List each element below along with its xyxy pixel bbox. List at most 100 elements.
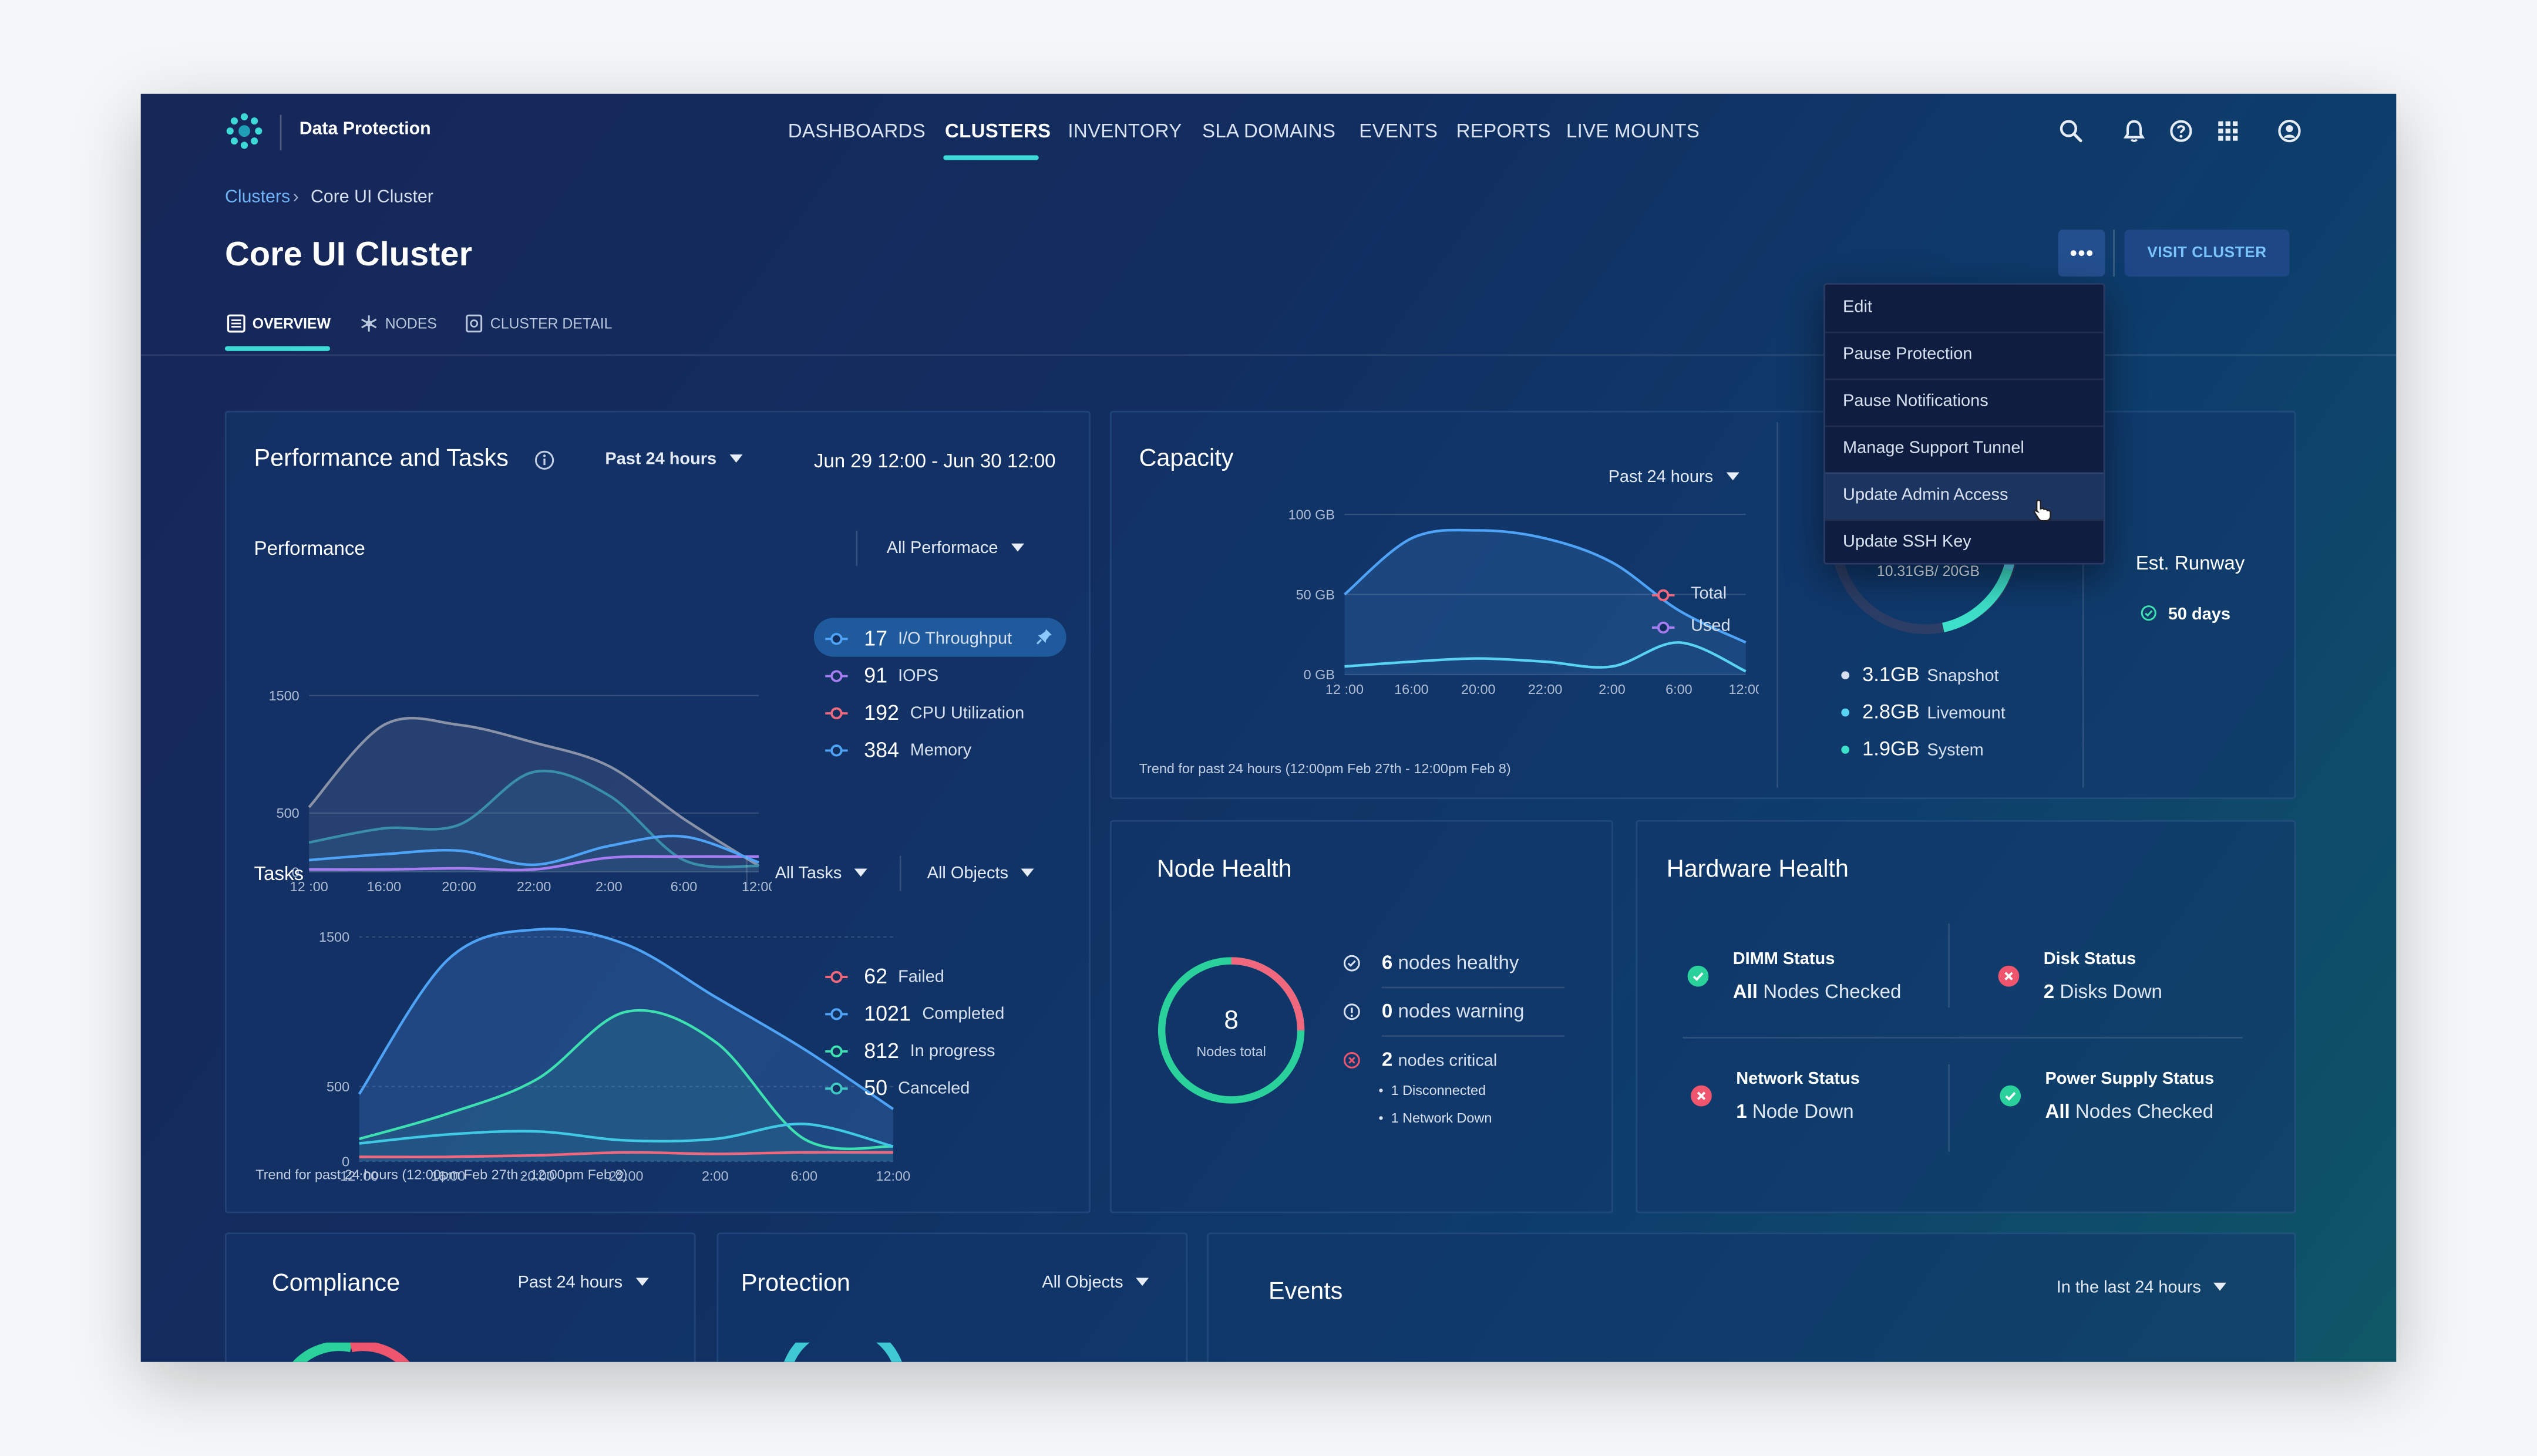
caret-down-icon <box>1021 868 1035 877</box>
legend-marker-icon <box>825 707 848 720</box>
x-tick-label: 2:00 <box>702 1168 729 1184</box>
tab-nodes[interactable]: NODES <box>385 315 437 332</box>
compliance-range-dropdown[interactable]: Past 24 hours <box>518 1273 649 1292</box>
menu-item-update-ssh-key[interactable]: Update SSH Key <box>1843 532 1971 552</box>
menu-item-update-admin-access[interactable]: Update Admin Access <box>1825 472 2104 520</box>
nav-reports[interactable]: REPORTS <box>1456 119 1551 143</box>
donut-slice-critical <box>1231 957 1305 1031</box>
x-tick-label: 20:00 <box>520 1168 554 1184</box>
menu-item-manage-support-tunnel[interactable]: Manage Support Tunnel <box>1843 438 2024 458</box>
series-line-3 <box>309 834 759 867</box>
protection-filter-dropdown[interactable]: All Objects <box>1042 1273 1149 1292</box>
filter-divider <box>899 855 901 892</box>
events-card <box>1207 1232 2296 1362</box>
y-tick-label: 50 GB <box>1296 587 1335 602</box>
x-tick-label: 12 :00 <box>1325 682 1364 697</box>
row-divider <box>1381 1035 1565 1037</box>
capacity-donut-label: 10.31GB/ 20GB <box>1876 562 1980 579</box>
legend-marker-icon <box>825 1008 848 1020</box>
events-range-dropdown[interactable]: In the last 24 hours <box>2057 1278 2227 1297</box>
nav-dashboards[interactable]: DASHBOARDS <box>788 119 926 143</box>
x-tick-label: 12:00 <box>1728 682 1758 697</box>
series-area-0 <box>1344 530 1746 675</box>
nav-live-mounts[interactable]: LIVE MOUNTS <box>1566 119 1700 143</box>
tab-cluster-detail[interactable]: CLUSTER DETAIL <box>490 315 613 332</box>
x-tick-label: 16:00 <box>367 879 402 894</box>
nav-inventory[interactable]: INVENTORY <box>1068 119 1182 143</box>
legend-label: CPU Utilization <box>910 703 1025 723</box>
hw-status-rest: Node Down <box>1752 1100 1854 1123</box>
breakdown-value: 2.8GB <box>1862 700 1920 723</box>
user-icon[interactable] <box>2276 118 2302 144</box>
performance-tasks-title: Performance and Tasks <box>254 444 509 473</box>
breakdown-bullet <box>1841 746 1850 754</box>
brand-divider <box>280 114 282 151</box>
tabs-divider <box>140 354 2397 356</box>
menu-divider <box>1825 378 2104 380</box>
series-area-1 <box>309 771 759 872</box>
nav-sla-domains[interactable]: SLA DOMAINS <box>1202 119 1336 143</box>
x-tick-label: 22:00 <box>1528 682 1563 697</box>
nodes-healthy-count: 6 <box>1381 951 1393 974</box>
menu-divider <box>1825 472 2104 474</box>
x-tick-label: 22:00 <box>517 879 551 894</box>
x-tick-label: 12:00 <box>876 1168 911 1184</box>
legend-value: 62 <box>864 964 888 989</box>
check-circle-icon <box>1343 955 1360 972</box>
info-icon[interactable] <box>534 450 555 471</box>
legend-label: Failed <box>898 967 944 987</box>
capacity-divider <box>2082 422 2084 788</box>
page-title: Core UI Cluster <box>224 236 473 274</box>
menu-divider <box>1825 519 2104 521</box>
tab-overview[interactable]: OVERVIEW <box>252 315 331 332</box>
menu-item-pause-protection[interactable]: Pause Protection <box>1843 344 1973 364</box>
nodes-critical: 2 nodes critical <box>1382 1048 1497 1071</box>
visit-cluster-button[interactable]: VISIT CLUSTER <box>2124 230 2290 277</box>
bell-icon[interactable] <box>2121 118 2147 144</box>
apps-grid-icon[interactable] <box>2215 118 2241 144</box>
nav-clusters[interactable]: CLUSTERS <box>944 119 1051 143</box>
hw-status-value: All Nodes Checked <box>1733 980 1902 1003</box>
nodes-total-label: Nodes total <box>1196 1043 1266 1060</box>
app-window: Data Protection DASHBOARDS CLUSTERS INVE… <box>140 93 2397 1362</box>
nodes-total-count: 8 <box>1224 1007 1239 1036</box>
compliance-donut <box>292 1342 410 1362</box>
node-health-title: Node Health <box>1156 855 1292 884</box>
legend-marker-icon <box>1651 589 1675 602</box>
io-throughput-pill[interactable] <box>813 618 1066 657</box>
performance-range-dropdown[interactable]: Past 24 hours <box>605 449 743 469</box>
filter-divider <box>746 855 748 892</box>
hw-divider <box>1948 1064 1950 1152</box>
more-actions-button[interactable] <box>2058 230 2105 277</box>
nodes-healthy: 6 nodes healthy <box>1382 951 1519 974</box>
tasks-filter-label: All Tasks <box>775 864 842 884</box>
more-dots-icon <box>2070 250 2093 257</box>
search-icon[interactable] <box>2058 118 2084 144</box>
performance-subtitle: Performance <box>254 537 365 560</box>
pin-icon[interactable] <box>1035 628 1053 645</box>
capacity-range-dropdown[interactable]: Past 24 hours <box>1609 467 1739 487</box>
tasks-filter-dropdown[interactable]: All Tasks <box>775 864 868 883</box>
hardware-health-title: Hardware Health <box>1666 855 1849 884</box>
hw-status-value: All Nodes Checked <box>2045 1100 2213 1123</box>
menu-item-pause-notifications[interactable]: Pause Notifications <box>1843 391 1988 411</box>
status-error-icon <box>1998 965 2020 987</box>
x-tick-label: 20:00 <box>1461 682 1496 697</box>
menu-item-edit[interactable]: Edit <box>1843 297 1872 317</box>
warning-circle-icon <box>1343 1003 1360 1020</box>
breakdown-label: Snapshot <box>1927 666 1999 686</box>
breadcrumb-clusters-link[interactable]: Clusters <box>224 187 291 207</box>
objects-filter-dropdown[interactable]: All Objects <box>927 864 1035 883</box>
app-name: Data Protection <box>299 119 431 139</box>
legend-value: 384 <box>864 737 900 762</box>
hardware-health-card <box>1636 820 2296 1214</box>
more-actions-menu: Edit Pause Protection Pause Notifications M… <box>1823 283 2105 565</box>
nav-events[interactable]: EVENTS <box>1359 119 1438 143</box>
help-icon[interactable] <box>2168 118 2194 144</box>
series-area-1 <box>359 1010 893 1162</box>
performance-filter-dropdown[interactable]: All Performace <box>887 538 1024 558</box>
logo-icon[interactable] <box>225 112 264 150</box>
performance-range-label: Past 24 hours <box>605 449 717 469</box>
x-tick-label: 16:00 <box>431 1168 466 1184</box>
series-line-3 <box>359 1151 893 1158</box>
